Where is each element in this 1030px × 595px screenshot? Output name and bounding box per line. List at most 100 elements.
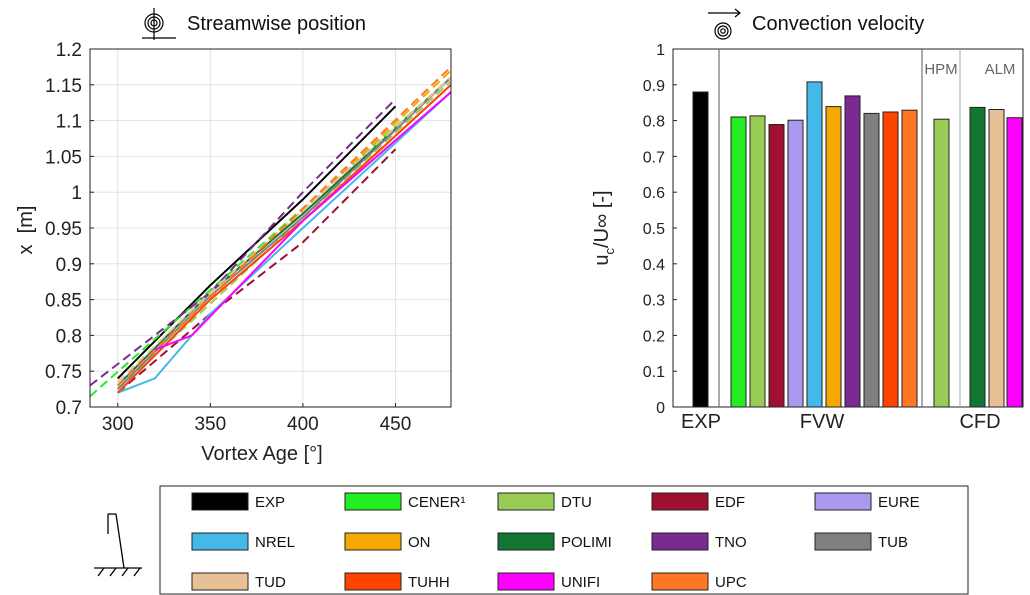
legend-label: POLIMI	[561, 534, 612, 551]
left-y-tick-label: 1.05	[45, 147, 82, 168]
legend-label: TUHH	[408, 574, 450, 591]
legend-swatch	[814, 532, 872, 551]
left-y-tick-label: 1.2	[56, 40, 82, 61]
right-chart: Convection velocity 00.10.20.30.40.50.60…	[591, 8, 1024, 433]
legend-swatch	[344, 572, 402, 591]
legend-item-cener: CENER¹	[344, 492, 466, 511]
legend-swatch	[344, 492, 402, 511]
bar-fvw-on	[825, 106, 842, 408]
left-x-tick-label: 350	[194, 414, 226, 435]
series-line-exp	[117, 105, 397, 380]
legend-item-tud: TUD	[191, 572, 286, 591]
bar-fvw-edf	[768, 124, 785, 408]
legend-label: EURE	[878, 494, 920, 511]
series-line-unifi	[154, 91, 451, 351]
legend-swatch	[651, 532, 709, 551]
bar-fvw-eure	[787, 119, 804, 408]
right-y-tick-label: 0.6	[643, 185, 665, 202]
legend-label: DTU	[561, 494, 592, 511]
right-y-tick-label: 0.4	[643, 257, 665, 274]
ylabel-main: u	[591, 254, 613, 265]
right-y-tick-label: 1	[656, 42, 665, 59]
left-y-tick-label: 0.95	[45, 219, 82, 240]
left-y-tick-label: 0.7	[56, 398, 82, 419]
series-line-tud	[117, 76, 451, 383]
legend-item-eure: EURE	[814, 492, 920, 511]
legend-label: UPC	[715, 574, 747, 591]
series-line-upc	[117, 66, 451, 387]
right-y-axis-label: uc/U∞ [-]	[591, 190, 617, 265]
series-line-cener	[90, 76, 451, 398]
legend-swatch	[651, 572, 709, 591]
right-y-tick-label: 0.2	[643, 328, 665, 345]
series-line-tno	[90, 98, 397, 387]
legend-item-nrel: NREL	[191, 532, 295, 551]
subgroup-label-alm: ALM	[985, 61, 1016, 78]
right-y-tick-label: 0	[656, 400, 665, 417]
legend-label: CENER¹	[408, 494, 466, 511]
ylabel-rest: /U∞ [-]	[591, 190, 613, 248]
right-y-tick-label: 0.7	[643, 149, 665, 166]
legend-item-tuhh: TUHH	[344, 572, 450, 591]
legend-item-exp: EXP	[191, 492, 285, 511]
legend-item-dtu: DTU	[497, 492, 592, 511]
left-y-tick-label: 0.75	[45, 362, 82, 383]
legend-swatch	[191, 572, 249, 591]
legend-item-on: ON	[344, 532, 431, 551]
bar-cfd-alm-polimi	[969, 106, 986, 408]
bar-fvw-tno	[844, 95, 861, 408]
left-series-lines	[90, 66, 451, 398]
bar-cfd-hpm-dtu	[933, 118, 950, 408]
legend-icon-area	[94, 513, 142, 577]
legend-item-edf: EDF	[651, 492, 745, 511]
right-tick-labels: 0 0.1 0.2 0.3 0.4 0.5 0.6 0.7 0.8 0.9 1	[643, 42, 677, 417]
left-y-tick-label: 1.1	[56, 112, 82, 133]
legend-swatch	[651, 492, 709, 511]
right-y-tick-label: 0.8	[643, 114, 665, 131]
left-x-tick-label: 300	[102, 414, 134, 435]
legend-label: NREL	[255, 534, 295, 551]
group-label-cfd: CFD	[959, 411, 1000, 433]
legend-item-tno: TNO	[651, 532, 747, 551]
bar-exp-exp	[692, 91, 709, 408]
legend-label: UNIFI	[561, 574, 600, 591]
legend-item-upc: UPC	[651, 572, 747, 591]
legend-swatch	[497, 572, 555, 591]
legend: EXP CENER¹ DTU EDF EURE NREL ON POLIMI TNO TUB TUD…	[191, 492, 920, 591]
subgroup-label-hpm: HPM	[924, 61, 957, 78]
legend-label: EDF	[715, 494, 745, 511]
left-x-axis-label: Vortex Age [°]	[201, 443, 322, 465]
bar-cfd-alm-unifi	[1006, 117, 1023, 408]
left-y-tick-label: 0.8	[56, 326, 82, 347]
legend-label: TUD	[255, 574, 286, 591]
legend-swatch	[497, 492, 555, 511]
left-tick-labels: 300 350 400 450 0.7 0.75 0.8 0.85 0.9 0.95 1 1.05 1.…	[45, 40, 411, 435]
right-chart-title: Convection velocity	[752, 13, 924, 35]
group-label-exp: EXP	[681, 411, 721, 433]
bar-fvw-upc	[901, 109, 918, 408]
legend-swatch	[191, 492, 249, 511]
left-x-tick-label: 450	[380, 414, 412, 435]
bar-fvw-tub	[863, 112, 880, 408]
series-line-nrel	[117, 91, 451, 394]
right-bars	[692, 81, 1023, 408]
group-label-fvw: FVW	[800, 411, 845, 433]
ylabel-subscript: c	[602, 247, 617, 254]
bar-fvw-tuhh	[882, 111, 899, 408]
legend-label: EXP	[255, 494, 285, 511]
spiral-with-arrow-icon	[708, 8, 741, 40]
bar-cfd-alm-tud	[988, 109, 1005, 408]
legend-item-polimi: POLIMI	[497, 532, 612, 551]
series-line-edf	[117, 148, 397, 394]
left-y-tick-label: 0.85	[45, 291, 82, 312]
left-y-tick-label: 1	[71, 183, 82, 204]
legend-label: ON	[408, 534, 431, 551]
legend-swatch	[344, 532, 402, 551]
spiral-with-crosshair-icon	[142, 8, 176, 40]
legend-item-tub: TUB	[814, 532, 908, 551]
left-chart-title: Streamwise position	[187, 13, 366, 35]
legend-swatch	[497, 532, 555, 551]
left-y-tick-label: 0.9	[56, 255, 82, 276]
bar-fvw-dtu	[749, 115, 766, 408]
